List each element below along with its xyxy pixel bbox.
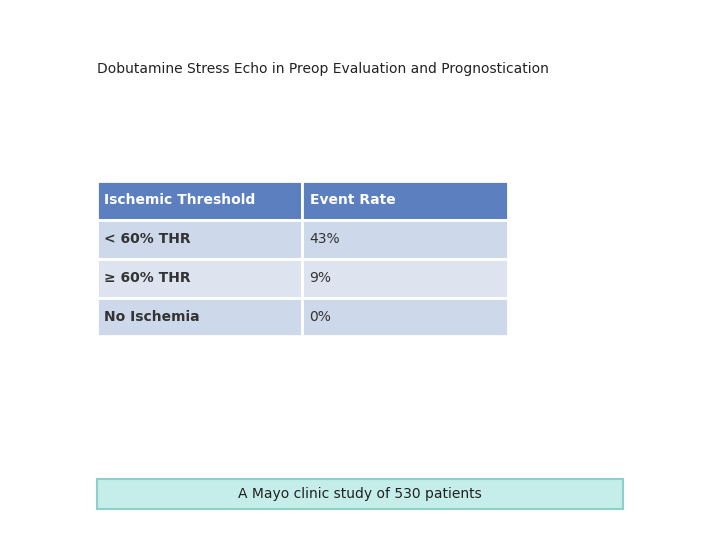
FancyBboxPatch shape: [97, 480, 623, 509]
FancyBboxPatch shape: [97, 220, 302, 259]
Text: Event Rate: Event Rate: [310, 193, 395, 207]
FancyBboxPatch shape: [302, 181, 508, 220]
FancyBboxPatch shape: [302, 220, 508, 259]
Text: 9%: 9%: [310, 271, 332, 285]
Text: 43%: 43%: [310, 232, 341, 246]
Text: Dobutamine Stress Echo in Preop Evaluation and Prognostication: Dobutamine Stress Echo in Preop Evaluati…: [97, 62, 549, 76]
Text: ≥ 60% THR: ≥ 60% THR: [104, 271, 191, 285]
FancyBboxPatch shape: [97, 259, 302, 298]
FancyBboxPatch shape: [97, 181, 302, 220]
Text: < 60% THR: < 60% THR: [104, 232, 191, 246]
FancyBboxPatch shape: [302, 259, 508, 298]
FancyBboxPatch shape: [97, 298, 302, 336]
Text: A Mayo clinic study of 530 patients: A Mayo clinic study of 530 patients: [238, 487, 482, 501]
Text: Ischemic Threshold: Ischemic Threshold: [104, 193, 256, 207]
Text: 0%: 0%: [310, 310, 331, 324]
FancyBboxPatch shape: [302, 298, 508, 336]
Text: No Ischemia: No Ischemia: [104, 310, 200, 324]
